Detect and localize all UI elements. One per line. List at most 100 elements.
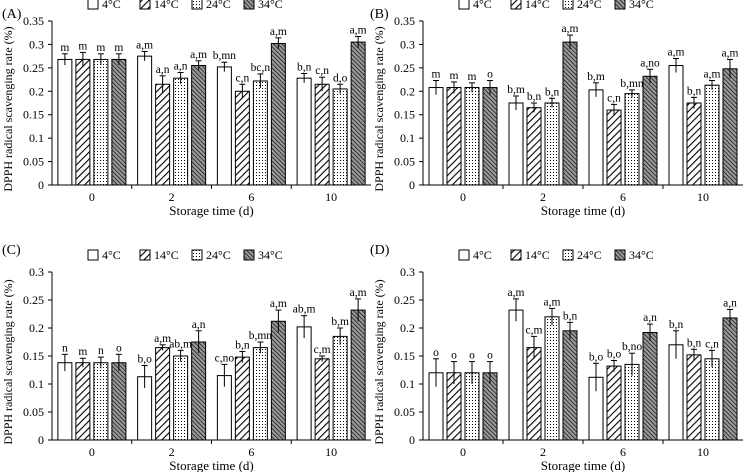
bar [93, 362, 109, 441]
y-axis-title: DPPH radical scavenging rate (%) [1, 26, 15, 191]
legend-label: 34°C [629, 248, 654, 262]
legend-swatch [87, 249, 99, 261]
bar [252, 80, 268, 186]
y-tick-label: 0.2 [400, 321, 415, 335]
bar [606, 109, 622, 186]
panel-label: (C) [2, 243, 21, 258]
bar [173, 77, 189, 186]
x-tick-label: 10 [697, 445, 709, 459]
bar [544, 316, 560, 441]
bar [722, 68, 738, 186]
chart-panel: (B) 0 0.05 0.1 0.15 0.2 0.25 0.3 0.35 DPPH radica… [370, 0, 743, 218]
significance-label: n [62, 342, 68, 354]
legend-label: 14°C [525, 248, 550, 262]
bar [642, 331, 658, 441]
significance-label: b,no [622, 341, 642, 353]
significance-label: b,m [587, 71, 605, 83]
legend-label: 24°C [206, 248, 231, 262]
bar [544, 102, 560, 186]
legend-swatch [562, 0, 574, 10]
significance-label: m [450, 70, 459, 82]
significance-label: o [487, 69, 493, 81]
x-tick-label: 10 [697, 190, 709, 204]
bar [173, 355, 189, 441]
significance-label: c,n [315, 65, 329, 77]
significance-label: c,no [215, 352, 235, 364]
legend-label: 4°C [102, 0, 121, 11]
legend-label: 24°C [206, 0, 231, 11]
bar [482, 87, 498, 186]
x-tick-label: 10 [325, 445, 337, 459]
legend-label: 24°C [577, 248, 602, 262]
bar [668, 344, 684, 441]
legend-label: 4°C [473, 248, 492, 262]
bar [704, 358, 720, 441]
y-tick-label: 0.15 [394, 349, 415, 363]
y-axis-title: DPPH radical scavenging rate (%) [1, 279, 15, 444]
y-axis-title: DPPH radical scavenging rate (%) [372, 279, 386, 444]
bar [704, 84, 720, 186]
significance-label: o [116, 342, 122, 354]
significance-label: a,m [508, 287, 525, 299]
y-axis-title: DPPH radical scavenging rate (%) [372, 26, 386, 191]
significance-label: a,m [350, 287, 367, 299]
significance-label: a,m [668, 46, 685, 58]
legend-swatch [243, 249, 255, 261]
bar [428, 87, 444, 186]
bar [446, 87, 462, 186]
y-tick-label: 0.2 [400, 84, 415, 98]
bar [234, 356, 250, 441]
significance-label: b,o [589, 351, 604, 363]
significance-label: d,o [333, 72, 348, 84]
legend-label: 14°C [154, 248, 179, 262]
y-tick-label: 0.25 [394, 293, 415, 307]
significance-label: a,m [350, 24, 367, 36]
legend-swatch [139, 249, 151, 261]
bar [191, 341, 207, 441]
significance-label: a,n [723, 298, 737, 310]
y-tick-label: 0.05 [394, 405, 415, 419]
legend-swatch [191, 249, 203, 261]
y-tick-label: 0.3 [29, 265, 44, 279]
y-tick-label: 0 [38, 178, 44, 192]
bar [562, 41, 578, 186]
significance-label: b,mn [249, 330, 273, 342]
significance-label: a,m [722, 47, 739, 59]
bar [314, 83, 330, 186]
x-axis-title: Storage time (d) [169, 203, 253, 218]
significance-label: b,n [297, 61, 312, 73]
significance-label: b,m [507, 84, 525, 96]
bar [137, 55, 153, 186]
y-tick-label: 0.25 [23, 61, 44, 75]
legend-label: 4°C [102, 248, 121, 262]
legend-swatch [614, 0, 626, 10]
significance-label: b,n [545, 86, 560, 98]
y-tick-label: 0.3 [400, 37, 415, 51]
significance-label: a,n [643, 312, 657, 324]
bar [350, 309, 366, 441]
x-tick-label: 6 [620, 445, 626, 459]
significance-label: b,n [527, 91, 542, 103]
x-tick-label: 10 [325, 190, 337, 204]
significance-label: a,no [640, 57, 660, 69]
chart-panel: (D) 0 0.05 0.1 0.15 0.2 0.25 0.3 DPPH radical sc… [370, 243, 743, 472]
bar [624, 93, 640, 186]
x-tick-label: 0 [460, 445, 466, 459]
y-tick-label: 0.05 [23, 405, 44, 419]
significance-label: a,m [270, 298, 287, 310]
significance-label: m [468, 71, 477, 83]
significance-label: b,mn [213, 50, 237, 62]
significance-label: b,n [563, 310, 578, 322]
x-tick-label: 2 [540, 190, 546, 204]
x-axis-title: Storage time (d) [169, 458, 253, 472]
y-tick-label: 0.1 [29, 131, 44, 145]
y-tick-label: 0.35 [394, 14, 415, 28]
bar [642, 75, 658, 186]
significance-label: c,n [236, 72, 250, 84]
bar [93, 58, 109, 186]
significance-label: a,m [562, 23, 579, 35]
x-tick-label: 6 [248, 190, 254, 204]
bar [526, 107, 542, 186]
y-tick-label: 0.3 [29, 37, 44, 51]
legend-swatch [243, 0, 255, 10]
